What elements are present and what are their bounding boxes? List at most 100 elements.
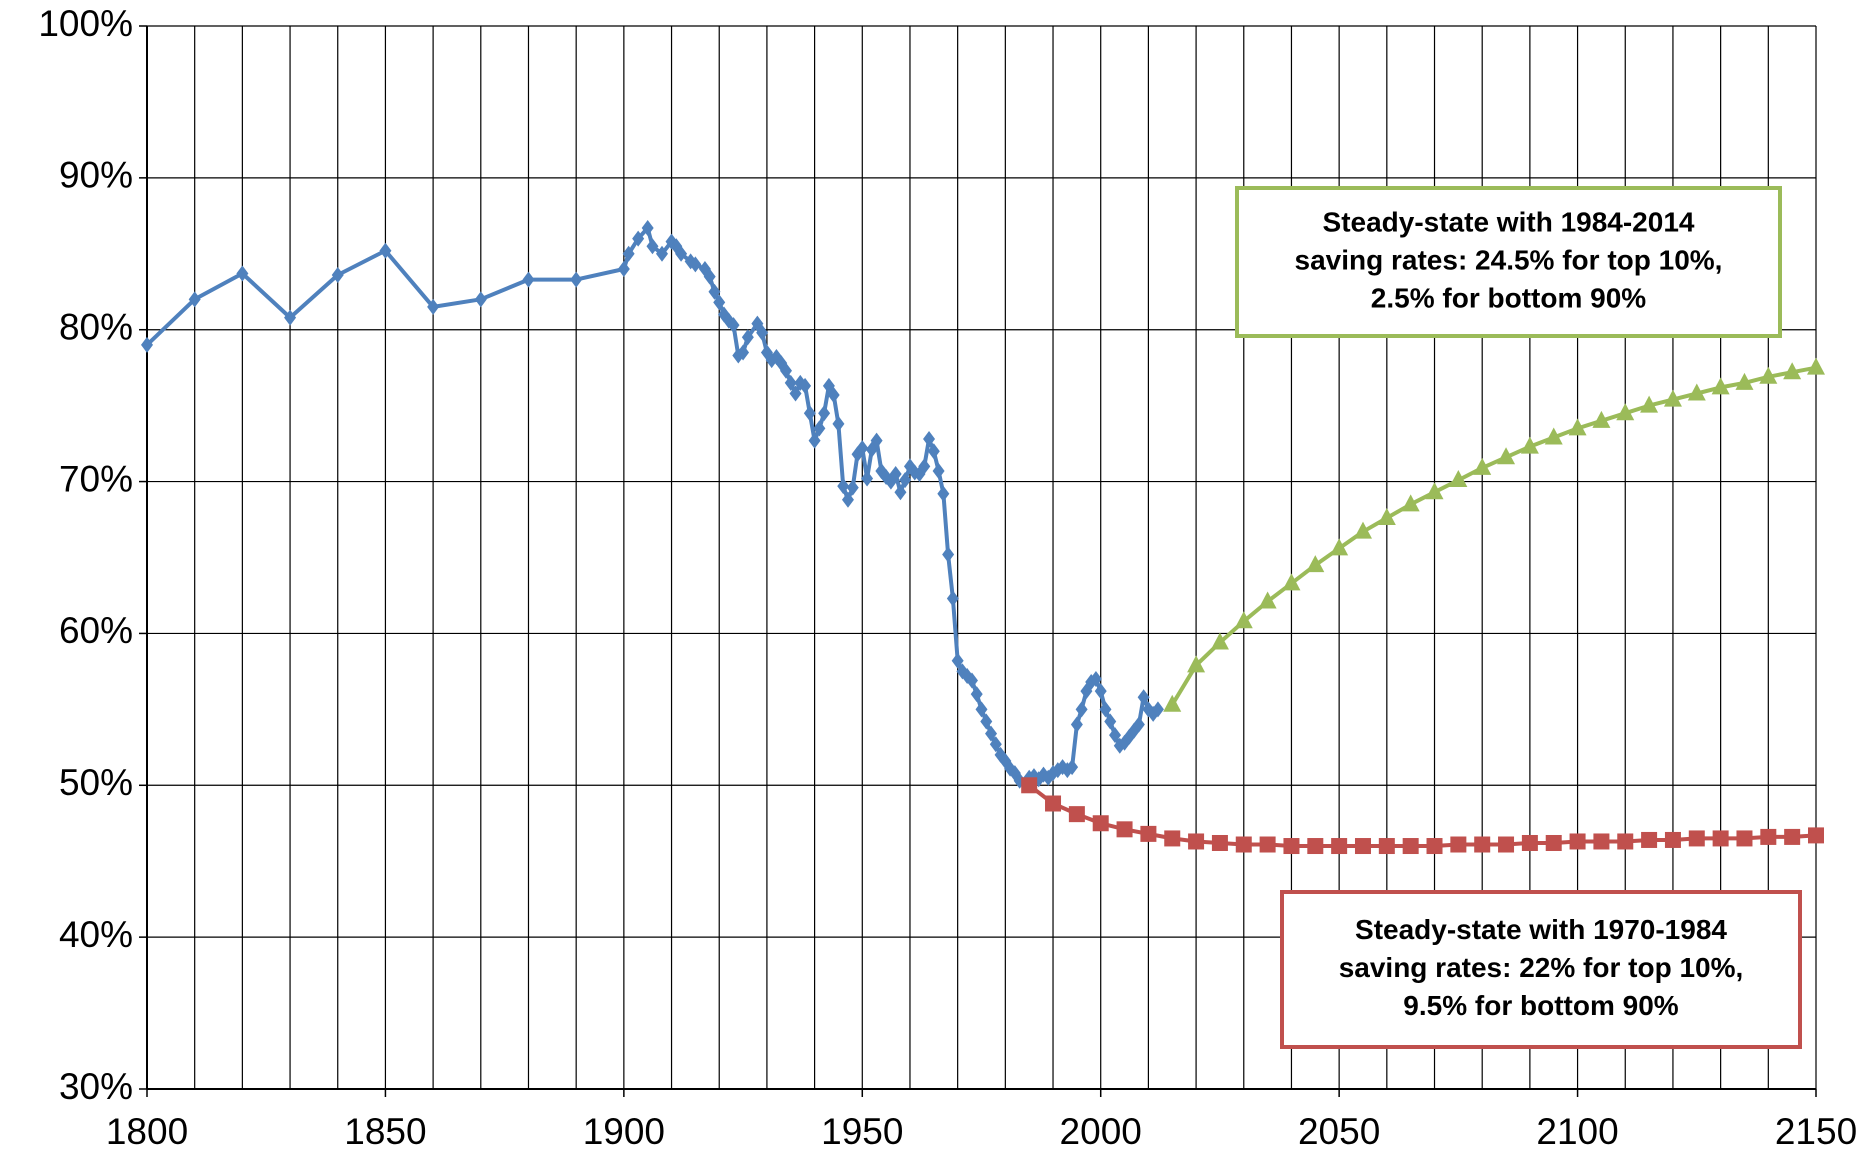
marker	[1116, 821, 1133, 838]
marker	[1066, 759, 1079, 776]
marker	[1151, 701, 1164, 718]
marker	[1140, 825, 1157, 842]
y-tick-label: 100%	[38, 3, 133, 44]
marker	[846, 479, 859, 496]
marker	[789, 385, 802, 402]
marker	[841, 491, 854, 508]
marker	[1711, 377, 1730, 395]
marker	[1188, 833, 1205, 850]
marker	[379, 242, 392, 259]
marker	[1070, 716, 1083, 733]
marker	[818, 405, 831, 422]
marker	[1450, 836, 1467, 853]
annotation-box	[1235, 186, 1782, 338]
marker	[1616, 403, 1635, 421]
marker	[1306, 555, 1325, 573]
marker	[808, 432, 821, 449]
marker	[427, 298, 440, 315]
marker	[1449, 470, 1468, 488]
marker	[756, 324, 769, 341]
marker	[1378, 838, 1395, 855]
marker	[827, 387, 840, 404]
marker	[927, 443, 940, 460]
marker	[1663, 389, 1682, 407]
marker	[1497, 447, 1516, 465]
marker	[727, 317, 740, 334]
annotation-text: 9.5% for bottom 90%	[1403, 990, 1678, 1021]
marker	[861, 470, 874, 487]
marker	[689, 256, 702, 273]
series-line	[1170, 365, 1817, 706]
marker	[741, 329, 754, 346]
marker	[965, 672, 978, 689]
marker	[1520, 436, 1539, 454]
marker	[1425, 482, 1444, 500]
marker	[1211, 834, 1228, 851]
marker	[918, 458, 931, 475]
marker	[1807, 357, 1825, 375]
marker	[1021, 777, 1038, 794]
annotation-box	[1280, 890, 1802, 1049]
marker	[989, 736, 1002, 753]
x-tick-label: 2100	[1536, 1111, 1618, 1152]
marker	[1331, 838, 1348, 855]
marker	[1402, 838, 1419, 855]
marker	[1545, 834, 1562, 851]
marker	[784, 374, 797, 391]
marker	[894, 484, 907, 501]
marker	[331, 267, 344, 284]
y-tick-label: 80%	[59, 306, 133, 347]
marker	[1132, 716, 1145, 733]
annotation-text: Steady-state with 1984-2014	[1323, 206, 1695, 237]
marker	[188, 291, 201, 308]
marker	[1568, 418, 1587, 436]
marker	[1258, 591, 1277, 609]
marker	[985, 725, 998, 742]
y-tick-label: 40%	[59, 914, 133, 955]
marker	[1473, 457, 1492, 475]
marker	[1641, 831, 1658, 848]
annotation-text: saving rates: 22% for top 10%,	[1339, 952, 1744, 983]
y-tick-label: 60%	[59, 610, 133, 651]
marker	[646, 238, 659, 255]
marker	[1354, 838, 1371, 855]
marker	[622, 245, 635, 262]
marker	[1330, 538, 1349, 556]
marker	[570, 271, 583, 288]
marker	[1760, 828, 1777, 845]
marker	[899, 472, 912, 489]
marker	[1592, 410, 1611, 428]
marker	[1593, 833, 1610, 850]
marker	[1089, 670, 1102, 687]
marker	[1617, 833, 1634, 850]
marker	[1092, 815, 1109, 832]
marker	[1377, 508, 1396, 526]
x-tick-label: 1800	[106, 1111, 188, 1152]
marker	[1735, 372, 1754, 390]
marker	[713, 294, 726, 311]
y-tick-label: 90%	[59, 155, 133, 196]
marker	[1640, 395, 1659, 413]
annotation-text: Steady-state with 1970-1984	[1355, 914, 1727, 945]
marker	[617, 260, 630, 277]
marker	[1736, 830, 1753, 847]
y-tick-label: 30%	[59, 1066, 133, 1107]
marker	[1474, 836, 1491, 853]
marker	[779, 362, 792, 379]
marker	[1234, 611, 1253, 629]
marker	[1283, 838, 1300, 855]
y-tick-label: 50%	[59, 762, 133, 803]
marker	[946, 590, 959, 607]
marker	[1109, 727, 1122, 744]
y-tick-label: 70%	[59, 458, 133, 499]
marker	[1235, 836, 1252, 853]
marker	[1688, 830, 1705, 847]
marker	[284, 309, 297, 326]
marker	[1664, 831, 1681, 848]
marker	[1521, 834, 1538, 851]
x-tick-label: 1850	[344, 1111, 426, 1152]
marker	[708, 283, 721, 300]
marker	[1498, 836, 1515, 853]
marker	[1401, 494, 1420, 512]
marker	[1426, 838, 1443, 855]
